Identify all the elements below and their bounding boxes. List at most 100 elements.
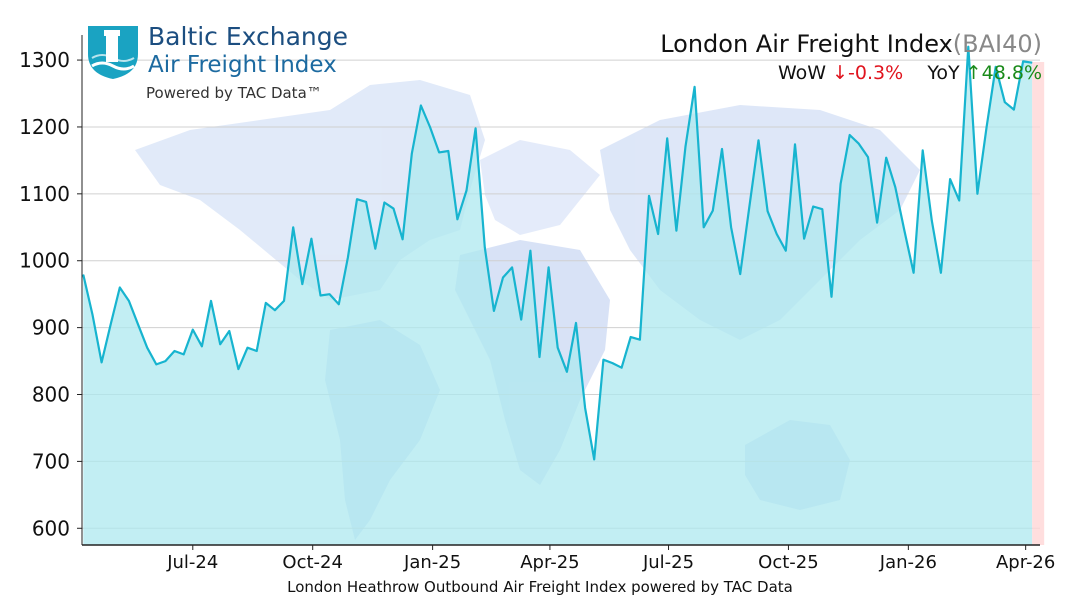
data-point (173, 350, 176, 352)
data-point (402, 238, 404, 240)
data-point (219, 343, 221, 345)
data-point (584, 407, 586, 409)
yoy-value: 48.8% (981, 62, 1042, 84)
data-point (566, 371, 568, 373)
data-point (438, 151, 440, 153)
data-point (639, 339, 641, 341)
data-point (420, 104, 422, 107)
data-point (538, 356, 541, 358)
y-tick-label: 800 (32, 383, 70, 407)
change-stats: WoW ↓-0.3% YoY ↑48.8% (778, 62, 1042, 84)
data-point (666, 137, 668, 139)
x-tick-label: Jul-24 (166, 552, 218, 573)
data-point (456, 218, 458, 220)
data-point (110, 323, 112, 325)
data-point (1022, 60, 1024, 63)
data-point (776, 233, 778, 235)
data-point (602, 359, 605, 361)
data-point (529, 250, 532, 252)
y-tick-label: 700 (32, 449, 70, 473)
data-point (155, 363, 157, 365)
data-point (931, 220, 933, 222)
data-point (356, 198, 358, 200)
data-point (183, 353, 185, 355)
data-point (201, 345, 203, 347)
data-point (329, 293, 331, 295)
data-point (940, 272, 942, 274)
data-point (611, 362, 614, 364)
chart-title-code: (BAI40) (952, 30, 1042, 58)
data-point (894, 186, 896, 188)
data-point (146, 347, 148, 349)
y-axis-ticks: 600 700 800 900 1000 1100 1200 1300 (19, 48, 82, 540)
data-point (383, 201, 385, 204)
data-point (858, 143, 860, 145)
y-tick-label: 600 (32, 516, 70, 540)
data-point (119, 286, 121, 289)
data-point (1013, 109, 1015, 111)
data-point (648, 195, 650, 197)
data-point (447, 150, 449, 152)
data-point (274, 309, 276, 311)
data-point (712, 210, 714, 212)
x-axis-label: London Heathrow Outbound Air Freight Ind… (287, 578, 793, 596)
data-point (785, 250, 787, 252)
x-tick-label: Jul-25 (642, 552, 694, 573)
data-point (82, 274, 84, 276)
data-point (256, 350, 258, 352)
data-point (757, 139, 760, 141)
data-point (748, 206, 750, 208)
data-point (703, 226, 705, 228)
data-point (475, 127, 477, 129)
data-point (101, 361, 103, 363)
data-point (192, 329, 194, 331)
data-point (502, 276, 504, 279)
brand-title: Baltic Exchange (148, 22, 349, 51)
data-point (575, 322, 577, 324)
data-point (840, 183, 842, 185)
x-tick-label: Oct-24 (282, 552, 343, 573)
data-point (922, 149, 924, 151)
wow-down-arrow-icon: ↓ (832, 62, 849, 84)
data-point (246, 347, 249, 349)
wow-label: WoW (777, 62, 827, 84)
data-point (91, 313, 93, 315)
data-point (484, 246, 486, 248)
wow-value: -0.3% (848, 62, 904, 84)
data-point (301, 283, 303, 285)
data-point (237, 368, 239, 370)
data-point (557, 347, 559, 349)
data-point (849, 134, 851, 136)
data-point (292, 226, 294, 228)
data-point (803, 238, 805, 240)
y-tick-label: 900 (32, 316, 70, 340)
data-point (520, 319, 522, 321)
data-point (164, 360, 166, 362)
data-point (465, 189, 468, 192)
chart-title: London Air Freight Index(BAI40) (660, 30, 1042, 58)
data-point (995, 66, 997, 68)
x-axis-ticks: Jul-24 Oct-24 Jan-25 Apr-25 Jul-25 Oct-25 Jan-… (166, 545, 1055, 573)
data-point (630, 336, 632, 338)
data-point (976, 193, 979, 195)
x-tick-label: Oct-25 (758, 552, 819, 573)
data-point (429, 126, 431, 128)
x-tick-label: Jan-25 (403, 552, 461, 573)
data-point (767, 210, 769, 212)
data-point (347, 256, 349, 258)
y-tick-label: 1100 (19, 182, 70, 206)
data-point (338, 303, 340, 305)
yoy-label: YoY (927, 62, 960, 84)
data-point (283, 300, 285, 302)
brand-subtitle: Air Freight Index (148, 52, 337, 78)
brand-powered-by: Powered by TAC Data™ (146, 84, 322, 102)
data-point (621, 367, 623, 369)
data-point (1004, 101, 1006, 103)
axes (81, 35, 1040, 546)
y-tick-label: 1000 (19, 249, 70, 273)
data-point (657, 233, 659, 235)
data-point (675, 230, 678, 232)
data-point (986, 126, 988, 128)
data-point (830, 296, 833, 298)
data-point (511, 266, 513, 268)
